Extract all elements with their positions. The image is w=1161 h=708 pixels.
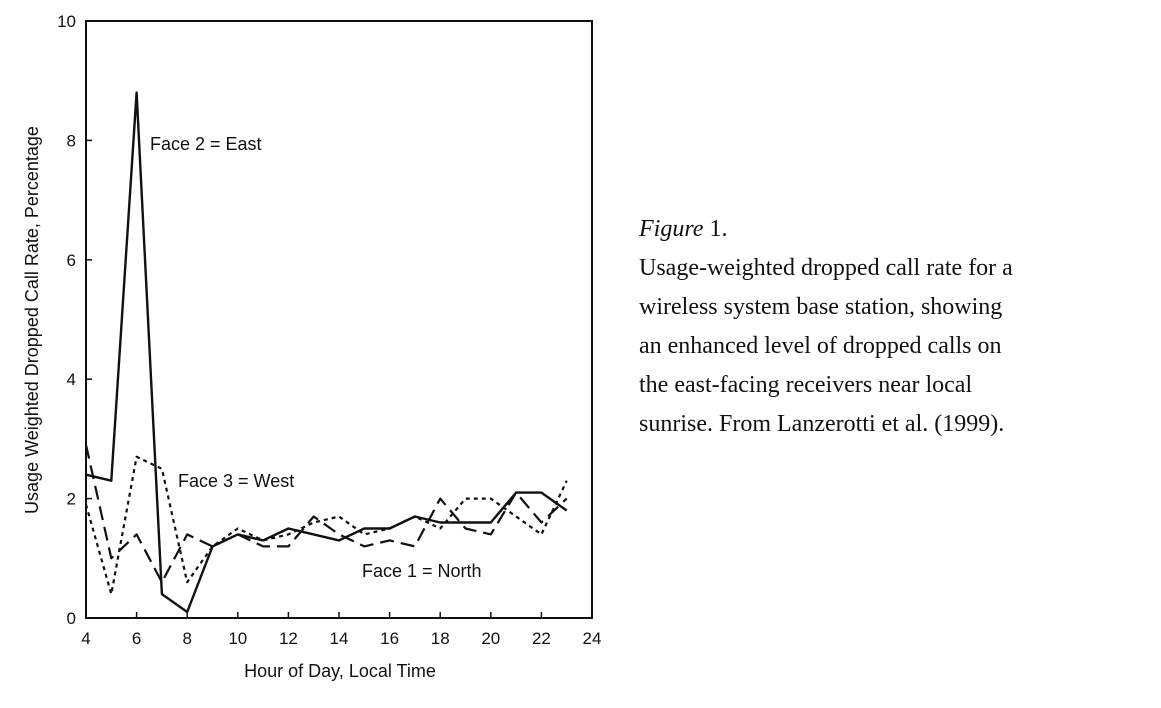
series-line-2 [84,444,568,584]
plot-frame [85,20,593,619]
x-tick-label: 20 [481,629,500,648]
x-tick-label: 24 [583,629,602,648]
series-layer [84,91,568,614]
x-tick-label: 8 [182,629,191,648]
caption-line: wireless system base station, showing [639,294,1003,320]
figure-number: 1. [703,216,728,242]
x-tick-label: 22 [532,629,551,648]
series-line-1 [84,455,568,596]
series-label: Face 3 = West [178,471,294,491]
figure-label: Figure [639,216,704,242]
y-axis-title: Usage Weighted Dropped Call Rate, Percen… [22,126,42,514]
caption-line: the east-facing receivers near local [639,372,973,398]
x-tick-label: 6 [132,629,141,648]
x-tick-label: 12 [279,629,298,648]
y-tick-label: 10 [57,12,76,31]
y-tick-label: 8 [67,131,76,150]
x-tick-label: 16 [380,629,399,648]
labels-layer: Face 2 = East Face 3 = West Face 1 = North [150,134,482,581]
x-tick-label: 4 [81,629,90,648]
series-label: Face 1 = North [362,561,482,581]
y-tick-label: 2 [67,490,76,509]
x-tick-label: 10 [228,629,247,648]
caption-line: an enhanced level of dropped calls on [639,333,1002,359]
y-tick-label: 0 [67,609,76,628]
x-axis-title: Hour of Day, Local Time [244,661,436,681]
caption-heading: Figure 1. [639,210,1159,249]
series-line-0 [85,91,568,614]
caption-line: sunrise. From Lanzerotti et al. (1999). [639,411,1005,437]
figure-caption: Figure 1. Usage-weighted dropped call ra… [639,210,1159,444]
x-tick-label: 14 [330,629,349,648]
caption-line: Usage-weighted dropped call rate for a [639,255,1013,281]
y-tick-label: 6 [67,251,76,270]
x-tick-label: 18 [431,629,450,648]
series-label: Face 2 = East [150,134,262,154]
y-tick-label: 4 [67,370,76,389]
